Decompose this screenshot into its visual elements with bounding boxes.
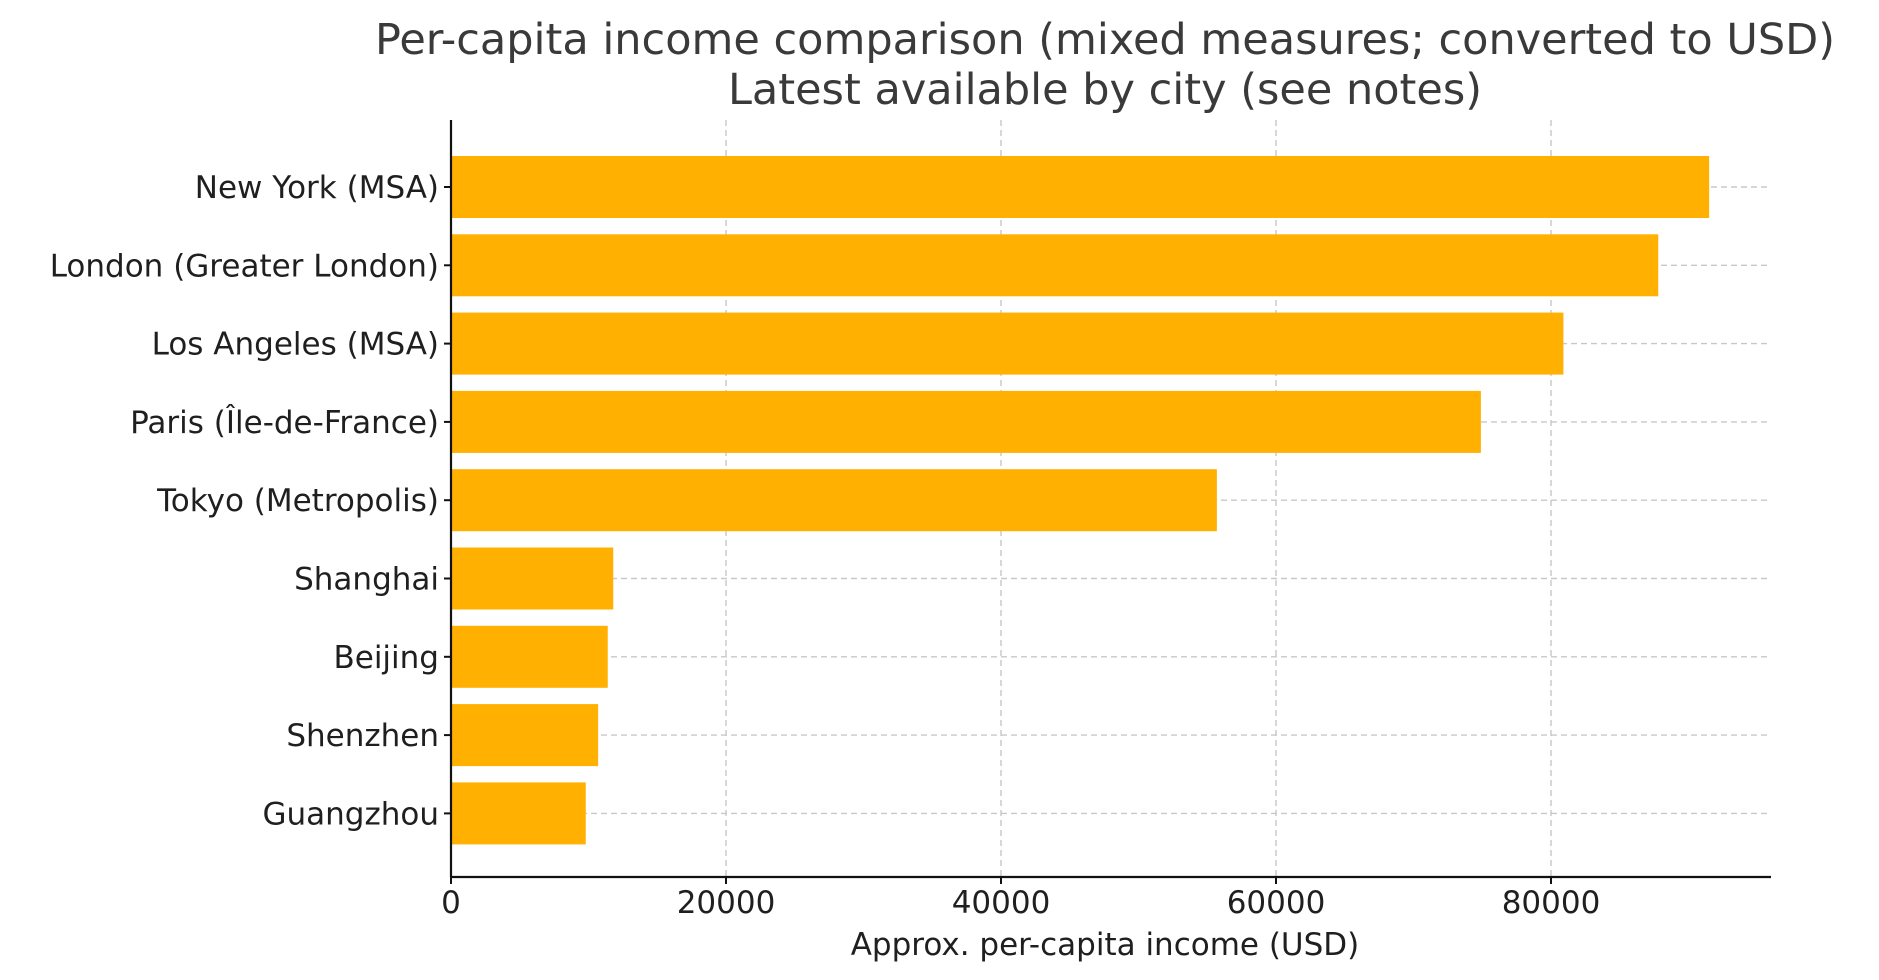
x-tick-label-2: 40000 [952,885,1051,921]
axis-layer [444,120,1771,884]
bar-7 [451,704,599,767]
bar-6 [451,625,608,688]
category-label-0: New York (MSA) [195,170,439,206]
category-label-8: Guangzhou [262,796,439,832]
x-tick-label-4: 80000 [1502,885,1601,921]
bar-1 [451,234,1659,297]
x-tick-label-0: 0 [441,885,461,921]
bar-3 [451,390,1481,453]
bar-layer [451,156,1710,845]
category-label-5: Shanghai [294,562,439,598]
category-label-3: Paris (Île-de-France) [130,405,439,441]
category-label-1: London (Greater London) [50,248,439,284]
category-label-6: Beijing [333,640,439,676]
bar-0 [451,156,1710,218]
bar-4 [451,469,1217,532]
bar-5 [451,547,614,610]
category-label-2: Los Angeles (MSA) [152,327,439,363]
x-axis-title: Approx. per-capita income (USD) [851,927,1360,963]
chart-title: Per-capita income comparison (mixed meas… [375,15,1835,65]
category-label-4: Tokyo (Metropolis) [156,483,439,519]
category-label-7: Shenzhen [286,718,439,754]
bar-2 [451,312,1564,375]
label-layer: 0 20000 40000 60000 80000 New York (MSA) Londo… [50,170,1601,921]
bar-8 [451,782,586,845]
chart-subtitle: Latest available by city (see notes) [728,65,1482,115]
x-tick-label-3: 60000 [1227,885,1326,921]
x-tick-label-1: 20000 [677,885,776,921]
